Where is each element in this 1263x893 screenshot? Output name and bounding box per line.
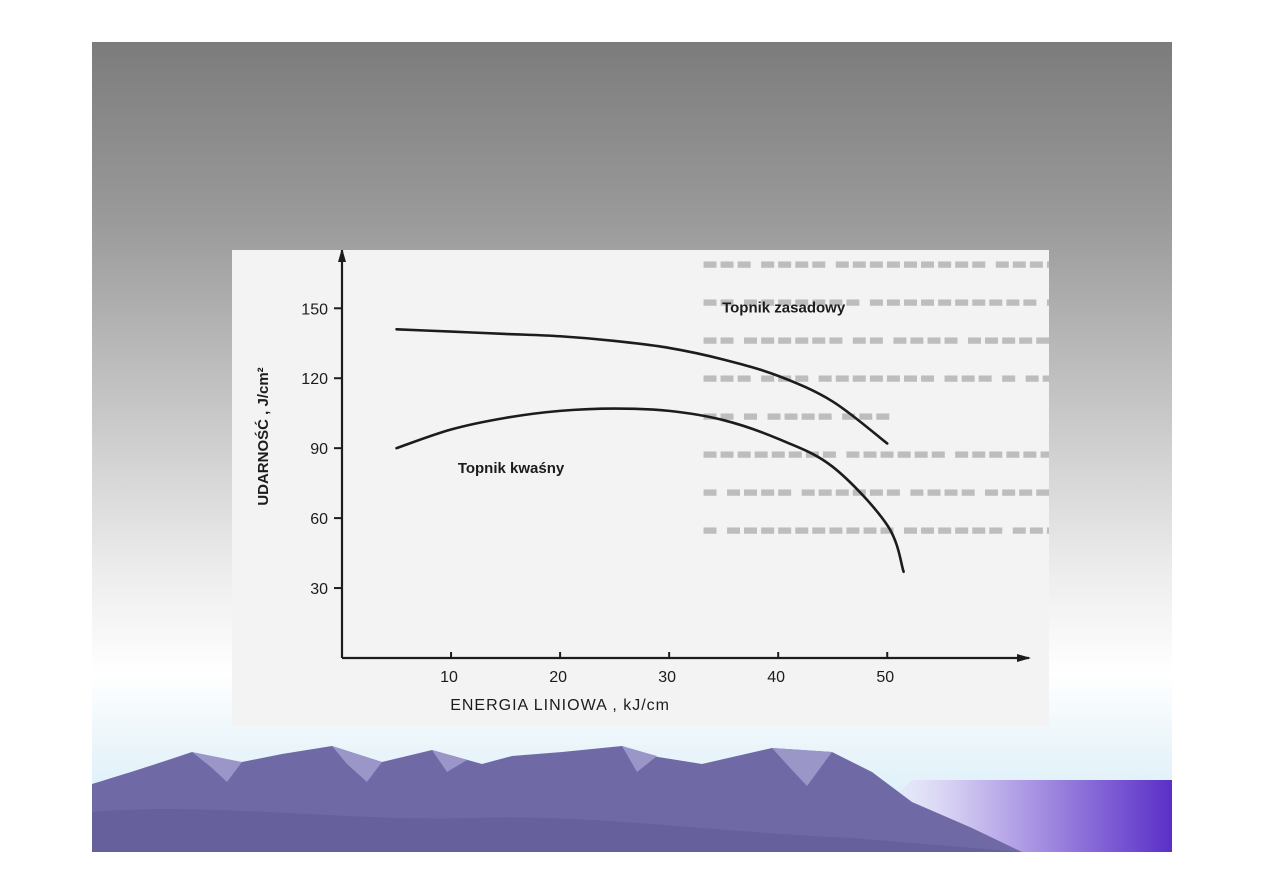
impact-energy-chart: 10 20 30 40 50 30 60 90 120 150 Topnik zasadowy Top… bbox=[254, 250, 1031, 714]
y-tick-label: 60 bbox=[310, 511, 328, 528]
x-tick-label: 50 bbox=[876, 669, 894, 686]
x-tick-label: 30 bbox=[658, 669, 676, 686]
mountain-range-decoration bbox=[92, 746, 1172, 852]
x-tick-label: 40 bbox=[767, 669, 785, 686]
slide: ▬▬▬ ▬▬▬▬ ▬▬▬▬▬▬▬▬▬ ▬▬▬ ▬▬ ▬▬▬ ▬▬ ▬▬ ▬▬▬▬▬ … bbox=[92, 42, 1172, 852]
series-label-2: Topnik kwaśny bbox=[458, 460, 565, 477]
series-line-1 bbox=[395, 327, 889, 445]
scanned-figure: ▬▬▬ ▬▬▬▬ ▬▬▬▬▬▬▬▬▬ ▬▬▬ ▬▬ ▬▬▬ ▬▬ ▬▬ ▬▬▬▬▬ … bbox=[232, 250, 1049, 726]
y-tick-label: 90 bbox=[310, 441, 328, 458]
y-axis-title: UDARNOŚĆ , J/cm² bbox=[254, 367, 272, 505]
x-tick-label: 20 bbox=[549, 669, 567, 686]
y-tick-label: 150 bbox=[301, 301, 328, 318]
y-tick-label: 30 bbox=[310, 581, 328, 598]
x-axis-title: ENERGIA LINIOWA , kJ/cm bbox=[450, 697, 670, 714]
bleed-through-text: ▬▬▬ ▬▬▬▬ ▬▬▬▬▬▬▬▬▬ ▬▬▬ ▬▬ ▬▬▬ ▬▬ ▬▬ ▬▬▬▬▬ … bbox=[702, 254, 1049, 540]
x-tick-label: 10 bbox=[440, 669, 458, 686]
y-axis-arrow bbox=[338, 250, 346, 262]
x-axis-arrow bbox=[1017, 654, 1031, 662]
series-line-2 bbox=[395, 407, 905, 574]
y-tick-label: 120 bbox=[301, 371, 328, 388]
series-label-1: Topnik zasadowy bbox=[722, 299, 846, 316]
